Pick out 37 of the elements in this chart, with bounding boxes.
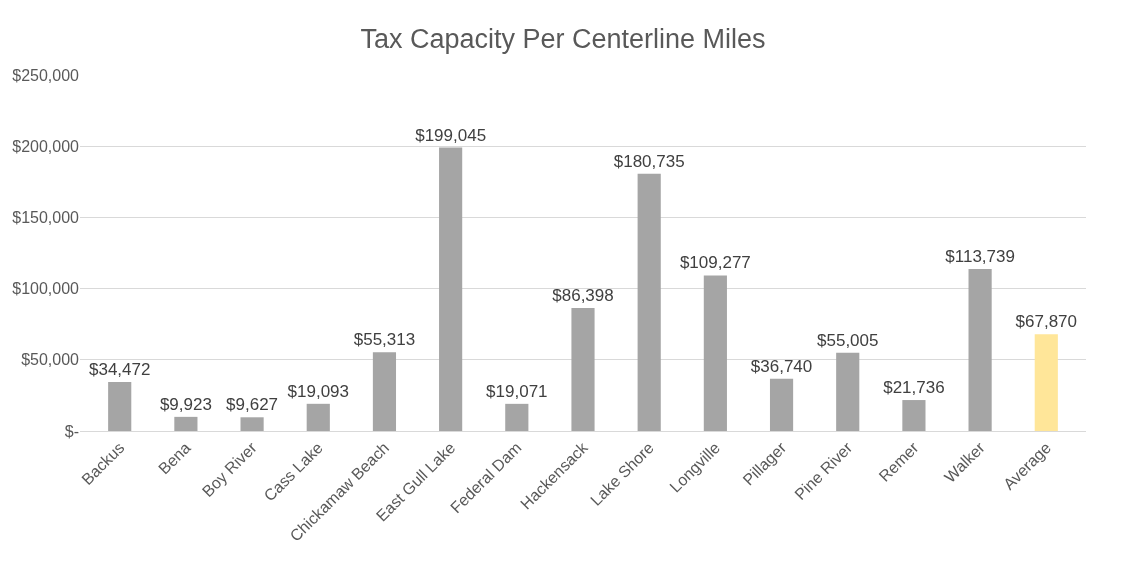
y-tick-label: $150,000 [12, 209, 80, 226]
data-label: $86,398 [552, 285, 614, 305]
bar [703, 275, 727, 431]
data-label: $55,005 [817, 330, 879, 350]
bar [637, 173, 661, 431]
bar [902, 400, 926, 431]
data-label: $109,277 [679, 253, 751, 273]
bar [571, 307, 595, 431]
data-label: $19,093 [287, 381, 349, 401]
data-label: $113,739 [945, 247, 1015, 267]
data-label: $55,313 [353, 330, 416, 350]
bar [240, 417, 264, 431]
y-tick-label: $200,000 [12, 137, 80, 155]
data-label: $180,735 [613, 151, 685, 171]
data-label: $36,740 [750, 356, 813, 376]
y-tick-label: $50,000 [21, 351, 80, 369]
bar [108, 381, 132, 431]
data-label: $67,870 [1015, 312, 1078, 332]
bar [439, 147, 463, 431]
bar [174, 416, 198, 431]
data-label: $19,071 [486, 381, 548, 401]
data-label: $34,472 [88, 359, 151, 379]
y-tick-label: $250,000 [12, 66, 80, 84]
data-label: $9,627 [226, 395, 279, 415]
data-label: $199,045 [415, 125, 487, 145]
bar [968, 269, 992, 431]
bar [306, 403, 330, 431]
bar [372, 352, 397, 431]
data-label: $21,736 [883, 378, 945, 398]
bar [1034, 334, 1058, 431]
y-tick-label: $100,000 [12, 280, 80, 298]
chart-title: Tax Capacity Per Centerline Miles [360, 23, 766, 54]
data-label: $9,923 [159, 394, 212, 414]
bar [836, 352, 860, 431]
y-tick-label: $- [64, 422, 79, 440]
bar [505, 403, 529, 431]
bar [769, 378, 794, 431]
